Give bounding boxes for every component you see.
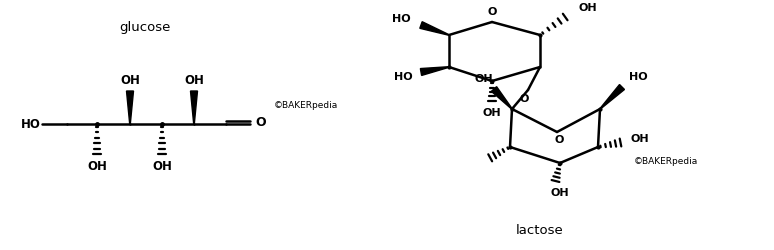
Text: OH: OH — [483, 108, 502, 118]
Text: ©BAKERpedia: ©BAKERpedia — [274, 100, 338, 110]
Text: OH: OH — [631, 134, 649, 144]
Text: O: O — [488, 7, 497, 17]
Text: HO: HO — [394, 72, 413, 82]
Polygon shape — [126, 91, 133, 124]
Text: ©BAKERpedia: ©BAKERpedia — [634, 158, 698, 166]
Text: HO: HO — [21, 118, 41, 130]
Text: HO: HO — [628, 72, 647, 82]
Text: OH: OH — [120, 74, 140, 88]
Polygon shape — [600, 84, 625, 109]
Text: O: O — [255, 116, 266, 129]
Text: lactose: lactose — [516, 224, 564, 236]
Text: O: O — [519, 94, 529, 104]
Polygon shape — [491, 87, 512, 109]
Text: OH: OH — [87, 160, 107, 173]
Text: OH: OH — [184, 74, 204, 88]
Text: OH: OH — [152, 160, 172, 173]
Text: OH: OH — [550, 188, 570, 198]
Text: O: O — [554, 135, 563, 145]
Polygon shape — [420, 22, 449, 35]
Text: OH: OH — [474, 74, 493, 84]
Polygon shape — [190, 91, 197, 124]
Polygon shape — [420, 67, 449, 76]
Text: glucose: glucose — [119, 22, 171, 35]
Text: OH: OH — [579, 3, 598, 13]
Text: HO: HO — [392, 14, 410, 24]
